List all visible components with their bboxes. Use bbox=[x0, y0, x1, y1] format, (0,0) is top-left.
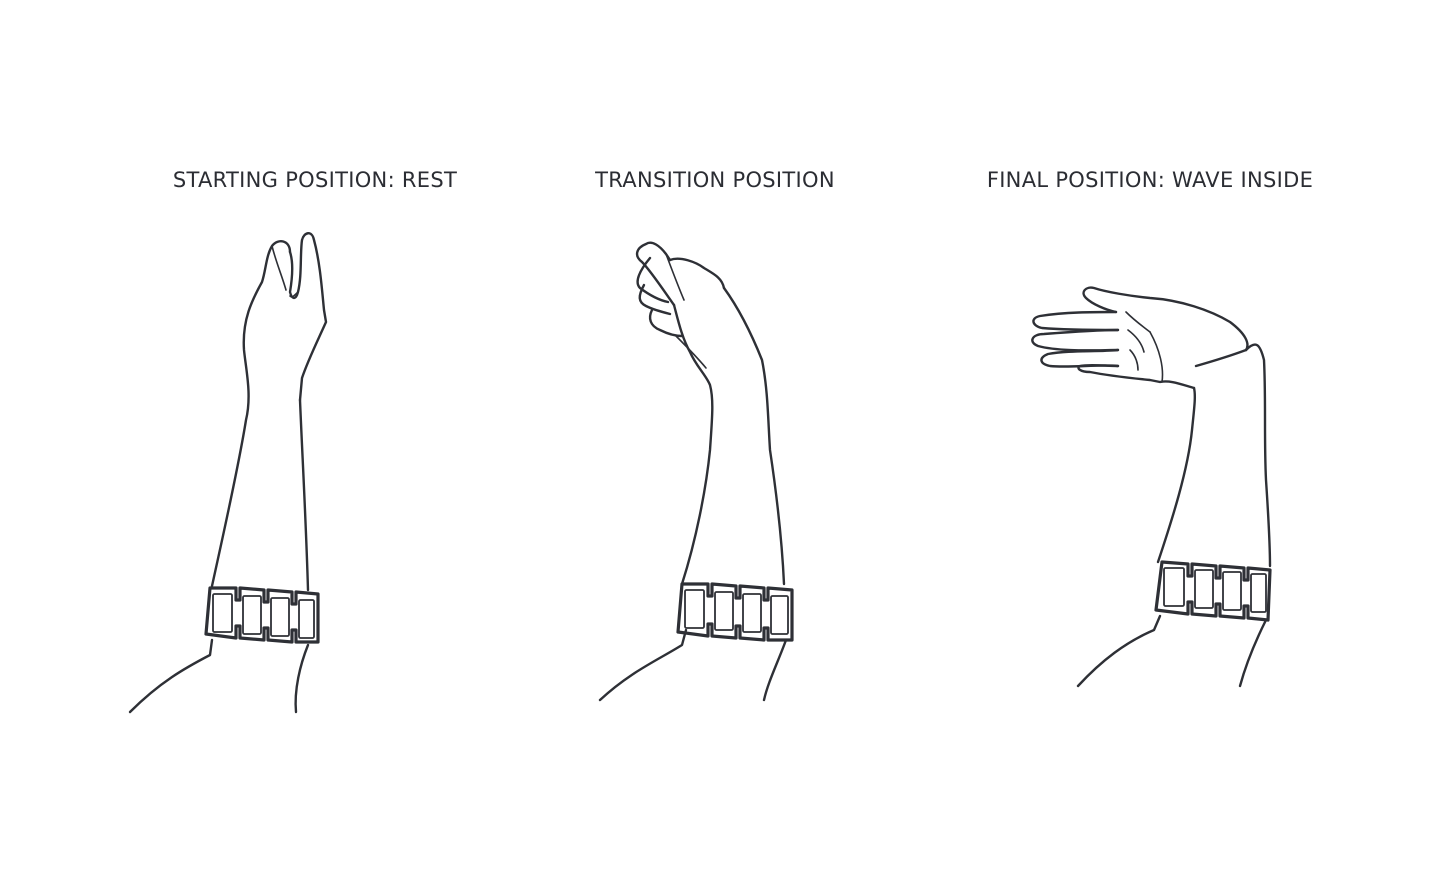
panel-title-transition: TRANSITION POSITION bbox=[595, 168, 835, 192]
arm-transition-outline bbox=[598, 241, 788, 702]
panel-transition-position: TRANSITION POSITION bbox=[500, 0, 930, 880]
arm-rest-illustration bbox=[128, 232, 328, 714]
arm-wave-inside-outline bbox=[1031, 286, 1272, 688]
wristband-sensor-transition bbox=[676, 582, 794, 642]
wristband-sensor-final bbox=[1154, 560, 1272, 622]
arm-transition-illustration bbox=[598, 241, 794, 702]
arm-wave-inside-illustration bbox=[1031, 286, 1272, 688]
panel-starting-position: STARTING POSITION: REST bbox=[0, 0, 630, 880]
panel-title-starting: STARTING POSITION: REST bbox=[172, 168, 458, 192]
arm-rest-outline bbox=[128, 232, 328, 714]
panel-title-final: FINAL POSITION: WAVE INSIDE bbox=[986, 168, 1314, 192]
panel-final-position: FINAL POSITION: WAVE INSIDE bbox=[930, 0, 1370, 880]
wristband-sensor-rest bbox=[204, 586, 320, 644]
